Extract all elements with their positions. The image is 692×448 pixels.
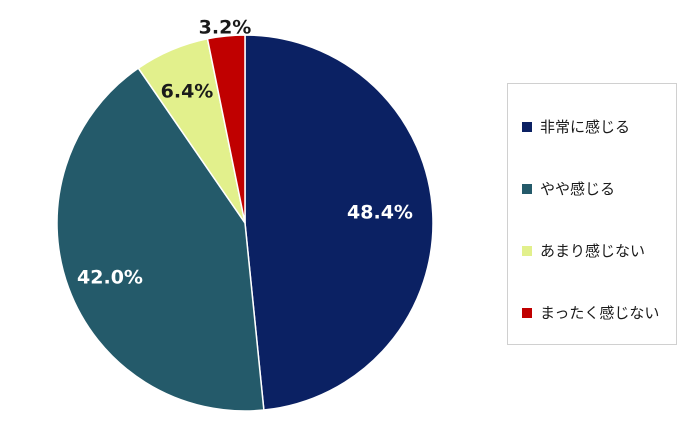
slice-not-at-all — [206, 34, 246, 224]
label-not-much: 6.4% — [161, 81, 214, 103]
legend-item-not-much: あまり感じない — [522, 240, 645, 261]
pie-slices — [56, 34, 434, 412]
slice-very — [244, 34, 434, 411]
legend: 非常に感じる やや感じる あまり感じない まったく感じない — [507, 83, 677, 345]
legend-label-somewhat: やや感じる — [540, 180, 616, 198]
legend-label-not-at-all: まったく感じない — [540, 304, 660, 322]
legend-swatch-somewhat — [522, 183, 532, 194]
slice-labels: 48.4% 42.0% 6.4% 3.2% — [77, 17, 413, 289]
legend-swatch-not-at-all — [522, 307, 532, 318]
legend-swatch-not-much — [522, 245, 532, 256]
legend-item-not-at-all: まったく感じない — [522, 302, 659, 323]
legend-label-very: 非常に感じる — [540, 118, 631, 136]
legend-item-very: 非常に感じる — [522, 116, 630, 137]
label-very: 48.4% — [347, 202, 413, 224]
slice-somewhat — [56, 67, 265, 412]
label-somewhat: 42.0% — [77, 267, 143, 289]
legend-item-somewhat: やや感じる — [522, 178, 615, 199]
legend-swatch-very — [522, 121, 532, 132]
label-not-at-all: 3.2% — [199, 17, 252, 39]
legend-label-not-much: あまり感じない — [540, 242, 646, 260]
